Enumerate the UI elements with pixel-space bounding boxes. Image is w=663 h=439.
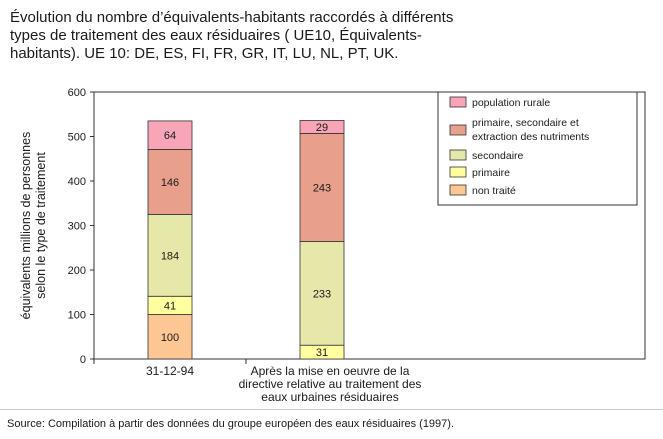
legend-label-4-line-1: primaire bbox=[472, 167, 510, 179]
y-axis-label-line-1: équivalents millions de personnes bbox=[19, 132, 33, 320]
y-tick-label-5: 500 bbox=[68, 132, 86, 144]
y-tick-label-1: 100 bbox=[68, 310, 86, 322]
data-label-2-2: 31 bbox=[316, 347, 328, 359]
data-label-1-3: 184 bbox=[161, 250, 179, 262]
legend-label-5-line-1: non traité bbox=[472, 185, 516, 197]
legend-box bbox=[437, 91, 638, 206]
category-label-2-line-1: Après la mise en oeuvre de la bbox=[251, 364, 410, 378]
legend-label-3-line-1: secondaire bbox=[472, 150, 524, 162]
category-label-2-line-3: eaux urbaines résiduaires bbox=[261, 390, 398, 404]
legend-swatch-5 bbox=[449, 184, 467, 196]
data-label-2-4: 243 bbox=[313, 182, 331, 194]
y-tick-label-2: 200 bbox=[68, 265, 86, 277]
bar-segment-2-5 bbox=[299, 120, 345, 134]
data-label-2-5: 29 bbox=[316, 122, 328, 134]
bar-segment-2-3 bbox=[299, 241, 345, 346]
legend-swatch-3 bbox=[449, 149, 467, 161]
data-label-2-3: 233 bbox=[313, 288, 331, 300]
title-line-3: habitants). UE 10: DE, ES, FI, FR, GR, I… bbox=[10, 45, 399, 62]
y-axis-label-line-2: selon le type de traitement bbox=[34, 152, 48, 299]
legend-swatch-2 bbox=[449, 124, 467, 136]
data-label-1-2: 41 bbox=[164, 300, 176, 312]
bar-segment-1-4 bbox=[147, 149, 193, 215]
bar-segment-1-3 bbox=[147, 213, 193, 297]
title-line-1: Évolution du nombre d’équivalents-habita… bbox=[10, 9, 454, 26]
data-label-1-5: 64 bbox=[164, 130, 176, 142]
title-line-2: types de traitement des eaux résiduaires… bbox=[10, 27, 422, 44]
data-label-1-4: 146 bbox=[161, 177, 179, 189]
source-note: Source: Compilation à partir des données… bbox=[7, 418, 455, 430]
divider bbox=[0, 409, 663, 410]
bar-segment-1-5 bbox=[147, 120, 193, 150]
y-tick-label-6: 600 bbox=[68, 87, 86, 99]
legend-label-2-line-2: extraction des nutriments bbox=[472, 131, 589, 143]
category-label-2-line-2: directive relative au traitement des bbox=[239, 377, 422, 391]
legend-swatch-1 bbox=[449, 96, 467, 108]
chart-title: Évolution du nombre d’équivalents-habita… bbox=[10, 9, 570, 63]
y-tick-label-3: 300 bbox=[68, 221, 86, 233]
legend-swatch-4 bbox=[449, 166, 467, 178]
y-tick-label-4: 400 bbox=[68, 176, 86, 188]
bar-segment-1-1 bbox=[147, 314, 193, 360]
legend-label-2-line-1: primaire, secondaire et bbox=[472, 117, 579, 129]
legend-label-1-line-1: population rurale bbox=[472, 97, 550, 109]
data-label-1-1: 100 bbox=[161, 332, 179, 344]
category-label-1-line-1: 31-12-94 bbox=[146, 364, 194, 378]
y-tick-label-0: 0 bbox=[80, 354, 86, 366]
